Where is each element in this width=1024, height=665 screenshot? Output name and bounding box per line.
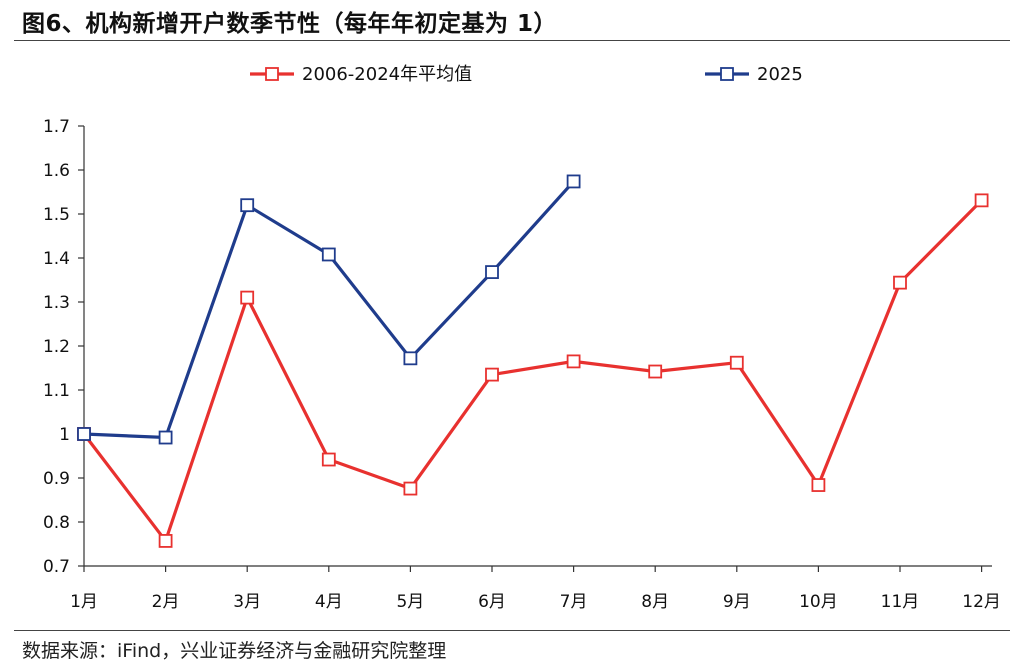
chart-title: 图6、机构新增开户数季节性（每年年初定基为 1）: [22, 11, 558, 37]
y-tick-label: 1.1: [43, 381, 70, 401]
data-point-marker: [566, 174, 581, 189]
x-tick-label: 5月: [396, 592, 424, 612]
y-tick-label: 0.7: [43, 557, 70, 577]
series-1: [77, 193, 989, 548]
x-tick-label: 11月: [881, 592, 920, 612]
legend-marker: [720, 67, 734, 81]
data-point-marker: [158, 534, 173, 548]
data-point-marker: [974, 193, 989, 208]
series-layer: [77, 174, 989, 548]
data-point-marker: [485, 265, 499, 279]
y-tick-label: 1.5: [43, 205, 70, 225]
data-point-marker: [240, 290, 255, 305]
legend-label: 2025: [757, 64, 803, 85]
data-point-marker: [77, 427, 91, 441]
x-tick-label: 1月: [70, 592, 98, 612]
data-point-marker: [403, 351, 418, 366]
source-divider: [14, 630, 1010, 631]
legend-marker: [265, 67, 279, 81]
data-point-marker: [321, 452, 336, 467]
legend: 2006-2024年平均值 2025: [250, 64, 803, 85]
y-tick-label: 0.9: [43, 469, 70, 489]
y-tick-label: 1.6: [43, 161, 70, 181]
data-point-marker: [485, 367, 499, 382]
x-tick-label: 2月: [152, 592, 180, 612]
x-tick-label: 9月: [723, 592, 751, 612]
y-tick-label: 1.3: [43, 293, 70, 313]
x-tick-label: 12月: [962, 592, 1001, 612]
data-point-marker: [729, 355, 744, 370]
data-point-marker: [403, 481, 418, 496]
legend-item-2: 2025: [705, 64, 803, 85]
x-tick-label: 10月: [799, 592, 838, 612]
x-tick-label: 4月: [315, 592, 343, 612]
title-divider: [14, 40, 1010, 41]
x-tick-label: 6月: [478, 592, 506, 612]
x-tick-label: 7月: [560, 592, 588, 612]
data-point-marker: [811, 478, 826, 492]
y-tick-label: 1.4: [43, 249, 70, 269]
axes: 0.7 0.8 0.9 1 1.1 1.2 1.3 1.4 1.5 1.6 1.7 1月 2月 3月 4月 5…: [43, 117, 1001, 612]
line-chart: 2006-2024年平均值 2025 0.7 0.8 0.9 1 1.1 1.2 1.3 1.4…: [43, 64, 1001, 612]
legend-label: 2006-2024年平均值: [302, 64, 472, 85]
legend-item-1: 2006-2024年平均值: [250, 64, 472, 85]
data-point-marker: [648, 364, 663, 379]
data-point-marker: [566, 354, 581, 369]
y-tick-label: 1.7: [43, 117, 70, 137]
y-tick-label: 1.2: [43, 337, 70, 357]
series-line: [83, 180, 575, 440]
data-point-marker: [321, 247, 336, 262]
series-2: [77, 174, 581, 445]
data-point-marker: [893, 275, 907, 290]
x-tick-label: 3月: [233, 592, 261, 612]
source-note: 数据来源：iFind，兴业证券经济与金融研究院整理: [22, 640, 447, 662]
data-point-marker: [240, 198, 255, 213]
series-line: [82, 199, 983, 545]
y-tick-label: 1: [59, 425, 70, 445]
data-point-marker: [158, 430, 173, 445]
x-tick-label: 8月: [641, 592, 669, 612]
y-tick-label: 0.8: [43, 513, 70, 533]
